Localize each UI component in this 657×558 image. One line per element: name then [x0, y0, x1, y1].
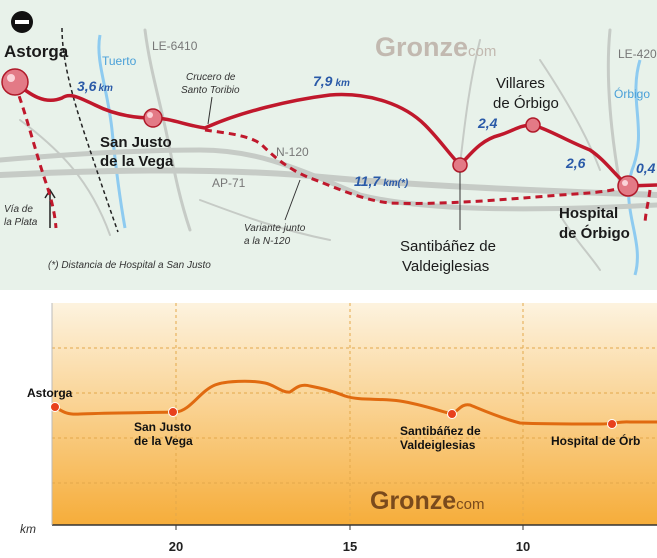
note-variante-2: a la N-120 — [244, 236, 291, 247]
route-dashed-astorga-south — [13, 84, 58, 229]
note-via-plata-2: la Plata — [4, 217, 38, 228]
profile-grid — [52, 303, 657, 525]
route-dashed-hospital-south — [643, 189, 652, 226]
map-footnote: (*) Distancia de Hospital a San Justo — [48, 260, 211, 271]
note-crucero-2: Santo Toribio — [181, 85, 240, 96]
town-label-hospital-1: Hospital — [559, 205, 618, 222]
distance-label-1: 3,6 km — [77, 78, 113, 94]
distance-label-4: 2,6 — [565, 155, 586, 171]
road-label-n120: N-120 — [276, 145, 309, 159]
distance-label-3: 2,4 — [477, 115, 498, 131]
town-label-san-justo-1: San Justo — [100, 134, 172, 151]
marker-villares[interactable] — [525, 117, 541, 133]
town-label-astorga: Astorga — [4, 42, 69, 61]
profile-x-tick-15: 15 — [343, 539, 357, 554]
road-le6410 — [143, 28, 192, 232]
map-background — [0, 0, 657, 290]
profile-label-astorga: Astorga — [27, 386, 73, 400]
profile-label-santibanez-1: Santibáñez de — [400, 424, 481, 438]
profile-brand: Gronzecom — [370, 487, 484, 515]
road-n120 — [0, 147, 657, 212]
town-label-san-justo-2: de la Vega — [100, 153, 174, 170]
profile-marker-hospital[interactable] — [607, 419, 617, 429]
marker-hospital[interactable] — [617, 175, 639, 197]
road-secondary-2 — [459, 39, 481, 166]
river-label-orbigo: Órbigo — [614, 86, 650, 101]
note-variante-1: Variante junto — [244, 223, 306, 234]
note-crucero-1: Crucero de — [186, 72, 236, 83]
profile-label-santibanez-2: Valdeiglesias — [400, 438, 476, 452]
town-label-santibanez-2: Valdeiglesias — [402, 258, 489, 275]
river-orbigo — [627, 59, 642, 276]
profile-background — [52, 303, 657, 525]
river-tuerto — [97, 34, 127, 229]
profile-x-tick-20: 20 — [169, 539, 183, 554]
elevation-profile: 20 15 10 km Astorga San Justo de la Vega… — [0, 293, 657, 558]
minus-icon — [15, 20, 29, 24]
road-label-le6410: LE-6410 — [152, 39, 198, 53]
road-secondary-4 — [559, 214, 601, 271]
profile-marker-santibanez[interactable] — [447, 409, 457, 419]
profile-label-san-justo-2: de la Vega — [134, 434, 193, 448]
town-label-hospital-2: de Órbigo — [559, 224, 630, 242]
river-label-tuerto: Tuerto — [102, 54, 137, 68]
marker-san-justo[interactable] — [143, 108, 163, 128]
profile-label-san-justo-1: San Justo — [134, 420, 191, 434]
marker-astorga[interactable] — [1, 68, 29, 96]
road-label-le420: LE-420 — [618, 47, 657, 61]
town-label-villares-1: Villares — [496, 75, 545, 92]
profile-marker-astorga[interactable] — [50, 402, 60, 412]
marker-santibanez[interactable] — [452, 157, 468, 173]
profile-label-hospital: Hospital de Órb — [551, 433, 640, 448]
distance-label-2: 7,9 km — [313, 73, 350, 89]
map-markers — [1, 68, 639, 197]
route-variant-n120 — [204, 128, 629, 205]
via-de-la-plata-line — [61, 27, 119, 233]
distance-label-5: 11,7 km(*) — [354, 173, 409, 189]
town-label-santibanez-1: Santibáñez de — [400, 238, 496, 255]
road-label-ap71: AP-71 — [212, 176, 246, 190]
map-brand: Gronzecom — [375, 32, 496, 62]
note-via-plata-1: Vía de — [4, 204, 33, 215]
profile-x-tick-10: 10 — [516, 539, 530, 554]
profile-x-ticks — [175, 525, 524, 530]
road-secondary-5 — [199, 199, 331, 241]
zoom-out-button[interactable] — [11, 11, 33, 33]
profile-x-unit: km — [20, 522, 36, 536]
variante-leader-line — [284, 179, 301, 221]
route-map: Gronzecom LE-6410 LE-420 N-120 AP-71 Tue… — [0, 0, 657, 290]
road-secondary-1 — [19, 119, 111, 236]
via-de-la-plata-arrow — [44, 188, 56, 228]
profile-markers — [50, 402, 617, 429]
distance-label-6: 0,4 — [636, 160, 656, 176]
road-secondary-3 — [539, 59, 601, 171]
crucero-leader-line — [207, 96, 213, 125]
town-label-villares-2: de Órbigo — [493, 95, 559, 112]
road-le420 — [606, 28, 622, 187]
profile-marker-san-justo[interactable] — [168, 407, 178, 417]
